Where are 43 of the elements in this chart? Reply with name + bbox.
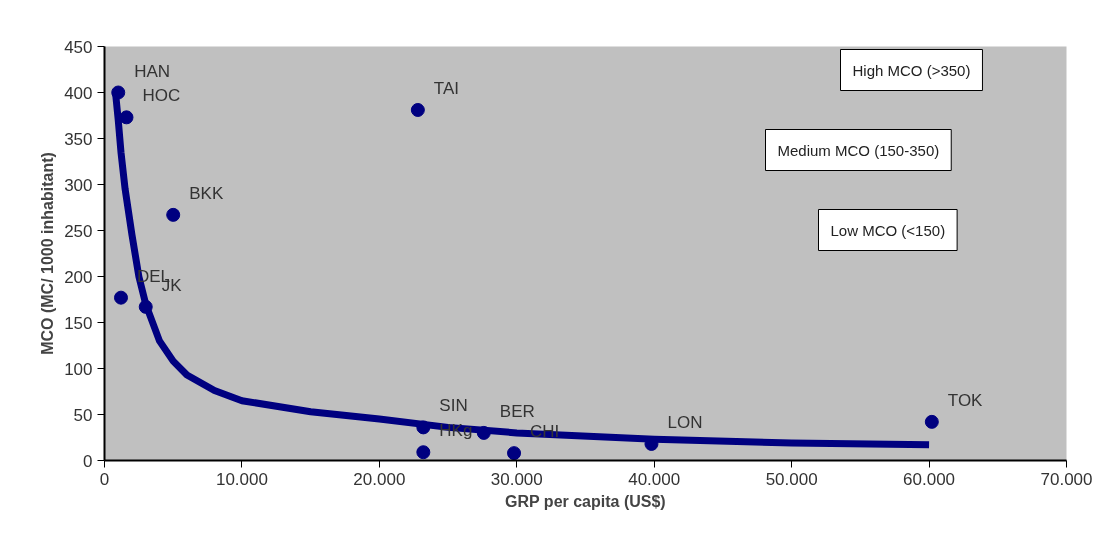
x-tick-label: 70.000 xyxy=(1040,469,1093,489)
annotation: LON xyxy=(667,412,703,432)
point xyxy=(166,207,181,222)
y-tick-label: 100 xyxy=(64,359,93,379)
y-tick-label: 0 xyxy=(83,451,93,471)
annotation: TOK xyxy=(947,390,984,410)
x-tick-label: 0 xyxy=(99,469,110,489)
annotation: HOC xyxy=(142,86,181,106)
annotation: BER xyxy=(499,401,535,421)
x-tick-label: 10.000 xyxy=(215,469,268,489)
y-tick-label: 250 xyxy=(64,221,93,241)
x-tick-label: 30.000 xyxy=(490,469,543,489)
annotation: High MCO (>350) xyxy=(852,61,971,79)
x-tick-label: 40.000 xyxy=(628,469,681,489)
y-tick-label: 50 xyxy=(73,405,93,425)
y-tick-label: 150 xyxy=(64,313,93,333)
point xyxy=(113,290,128,305)
point xyxy=(507,446,522,461)
point xyxy=(924,414,939,429)
point xyxy=(416,445,431,460)
point xyxy=(119,110,134,125)
point xyxy=(410,102,425,117)
x-tick-label: 50.000 xyxy=(765,469,818,489)
annotation: HKg xyxy=(439,421,473,441)
point xyxy=(416,420,431,435)
y-axis-title: MCO (MC/ 1000 inhabitant) xyxy=(39,152,57,355)
annotation: Low MCO (<150) xyxy=(830,221,946,239)
annotation: TAI xyxy=(433,78,460,98)
point xyxy=(111,85,126,100)
annotation: SIN xyxy=(439,396,468,416)
point xyxy=(138,299,153,314)
annotation: Medium MCO (150-350) xyxy=(777,141,940,159)
y-tick-label: 400 xyxy=(64,83,93,103)
annotation: HAN xyxy=(134,61,171,81)
y-tick-label: 450 xyxy=(64,37,93,57)
x-axis-title: GRP per capita (US$) xyxy=(505,492,666,510)
x-tick-label: 20.000 xyxy=(353,469,406,489)
point xyxy=(476,425,491,440)
y-tick-label: 350 xyxy=(64,129,93,149)
x-tick-label: 60.000 xyxy=(903,469,956,489)
y-tick-label: 200 xyxy=(64,267,93,287)
annotation: BKK xyxy=(189,183,224,203)
y-tick-label: 300 xyxy=(64,175,93,195)
